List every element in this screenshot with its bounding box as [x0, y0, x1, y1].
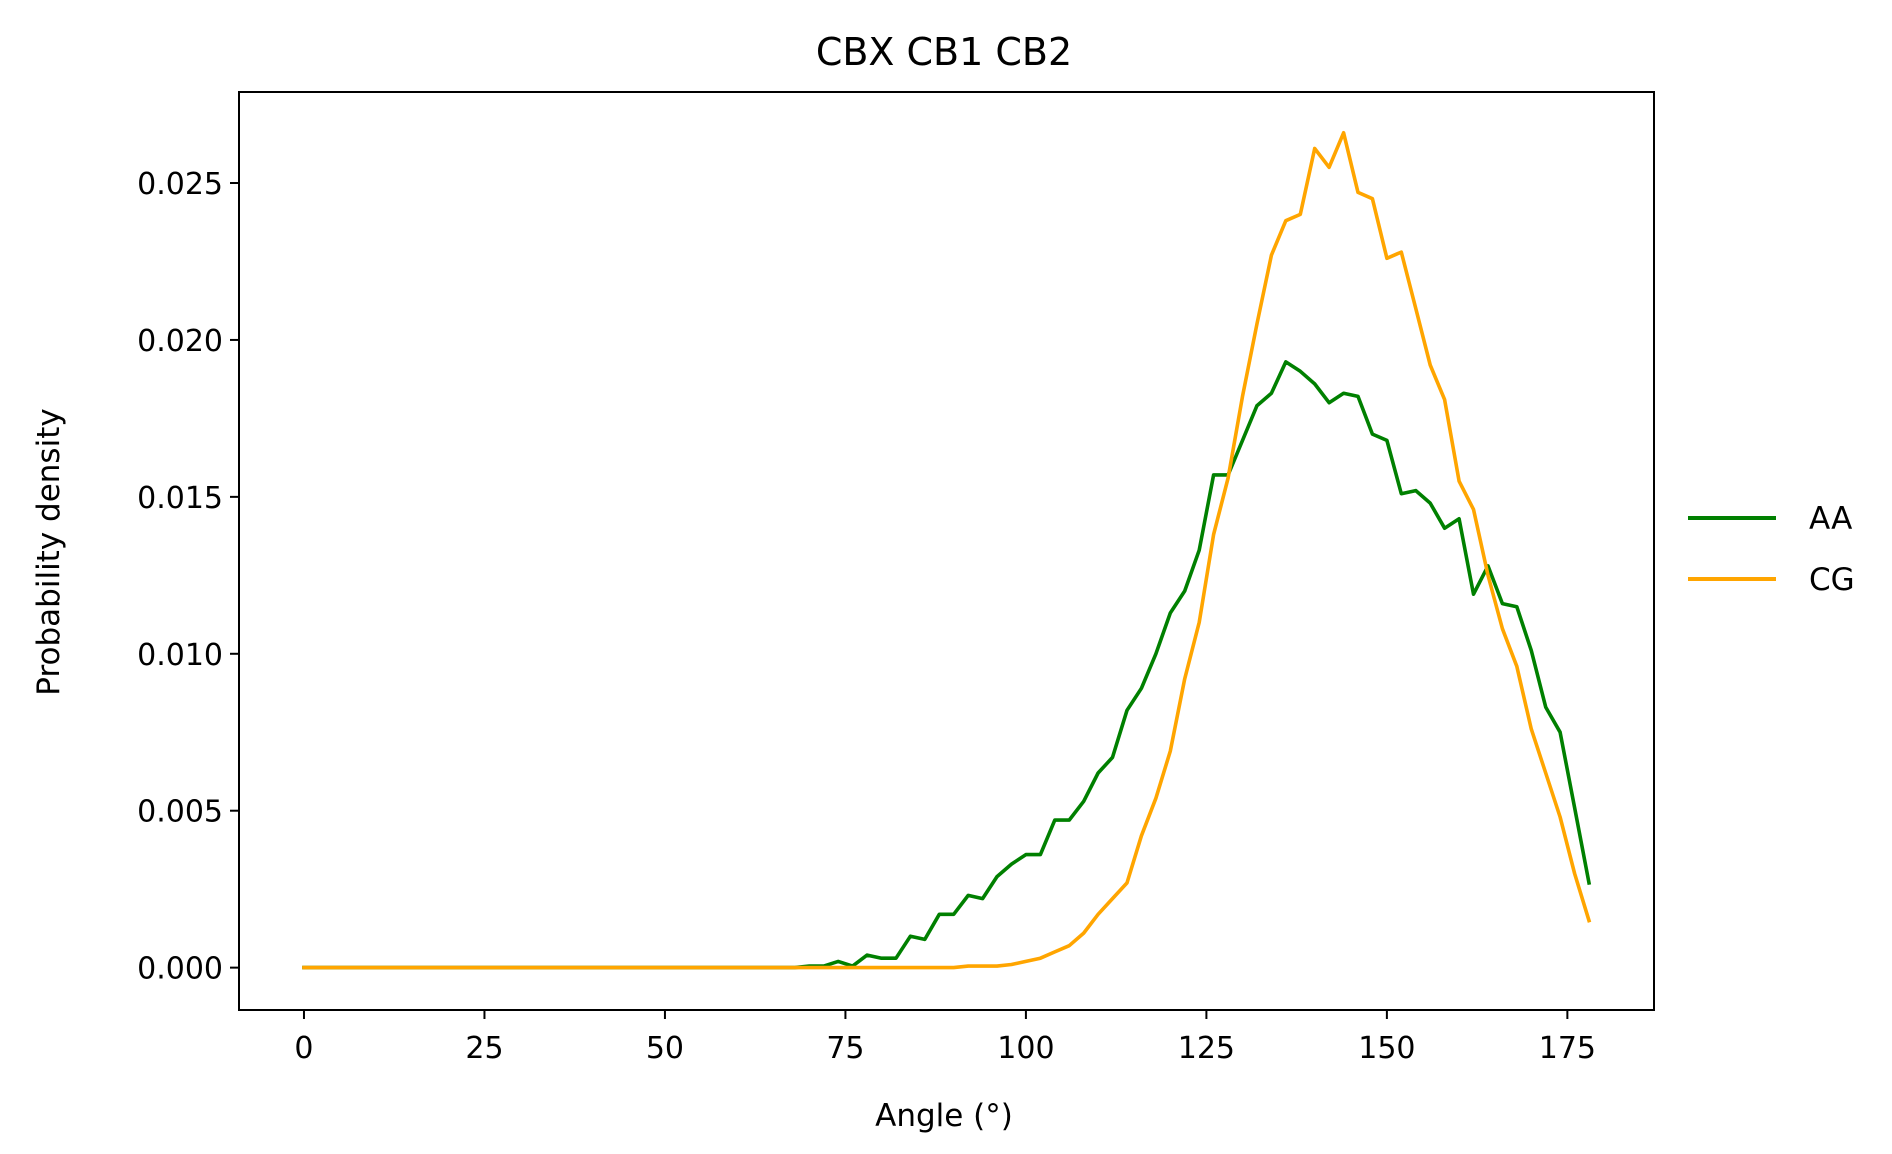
- x-tick-label: 150: [1358, 1031, 1415, 1066]
- plot-frame: [238, 91, 1655, 1011]
- y-tick-label: 0.000: [137, 952, 223, 987]
- legend-label-cg: CG: [1809, 562, 1855, 598]
- y-tick-label: 0.005: [137, 795, 223, 830]
- plot-area: [302, 131, 1592, 970]
- y-tick-label: 0.025: [137, 167, 223, 202]
- legend: AA CG: [1688, 501, 1855, 598]
- axes: 0 25 50 75 100 125 150 175 0.000 0.005 0.010 0.015 0…: [137, 91, 1655, 1066]
- y-axis-label: Probability density: [31, 408, 67, 695]
- y-tick-label: 0.010: [137, 638, 223, 673]
- chart-title: CBX CB1 CB2: [816, 30, 1072, 74]
- x-tick-label: 25: [465, 1031, 503, 1066]
- x-tick-label: 75: [826, 1031, 864, 1066]
- y-tick-label: 0.020: [137, 324, 223, 359]
- x-tick-label: 125: [1178, 1031, 1235, 1066]
- series-line-aa: [302, 360, 1592, 970]
- x-tick-label: 0: [294, 1031, 313, 1066]
- x-tick-label: 175: [1539, 1031, 1596, 1066]
- y-tick-label: 0.015: [137, 481, 223, 516]
- x-axis-label: Angle (°): [875, 1098, 1013, 1134]
- x-tick-label: 100: [997, 1031, 1054, 1066]
- legend-label-aa: AA: [1809, 501, 1852, 537]
- x-tick-label: 50: [646, 1031, 684, 1066]
- series-line-cg: [302, 131, 1592, 970]
